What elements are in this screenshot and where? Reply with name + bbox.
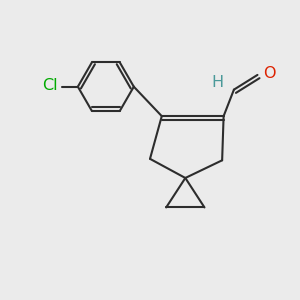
Text: H: H [212, 75, 224, 90]
Text: Cl: Cl [43, 78, 58, 93]
Text: O: O [263, 66, 275, 81]
